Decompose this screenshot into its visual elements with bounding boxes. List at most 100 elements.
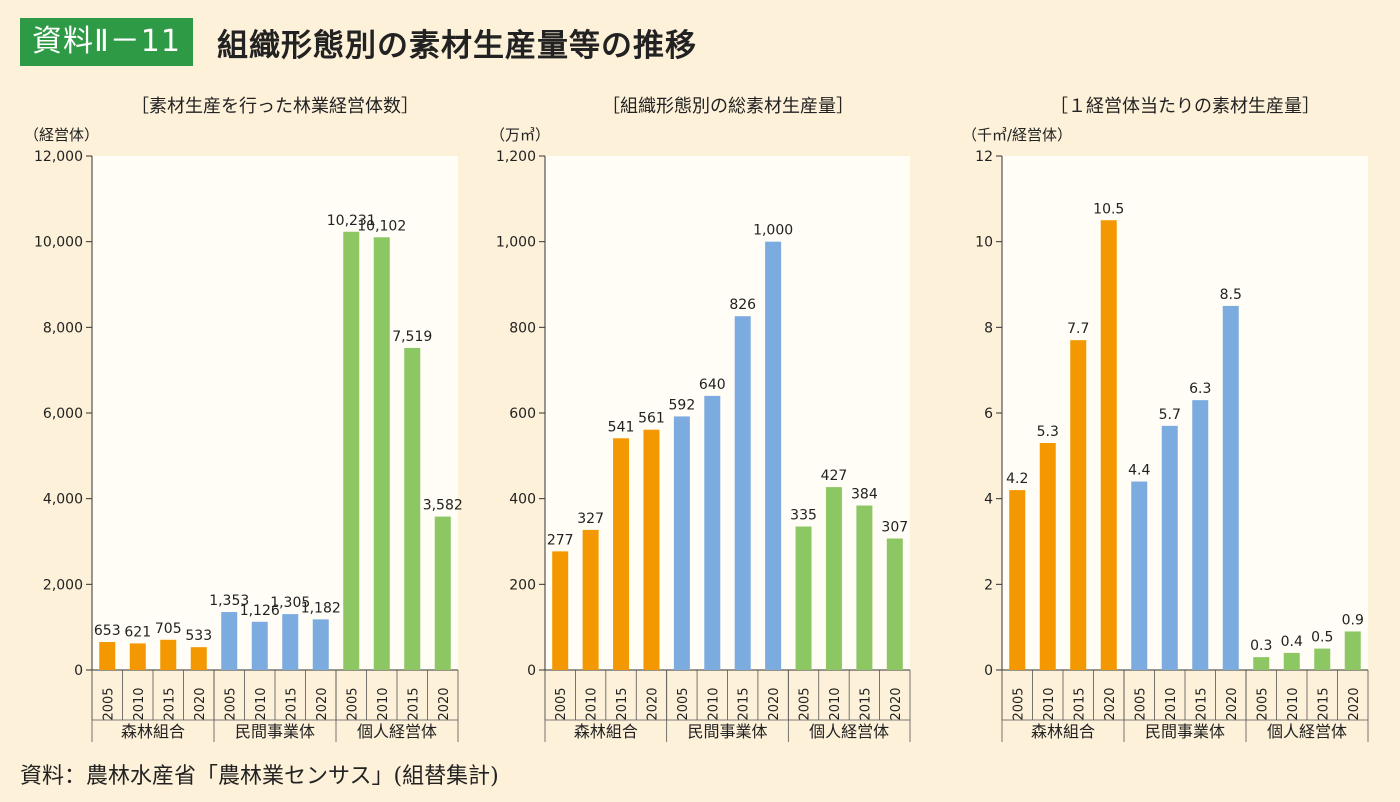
data-label: 5.7 [1159,407,1181,423]
plot-area-2 [545,156,910,670]
bar-民間事業体-2005 [1131,481,1148,670]
data-label: 8.5 [1220,287,1242,303]
bar-森林組合-2005 [99,642,116,670]
x-tick-label-year: 2015 [1194,687,1209,720]
data-label: 327 [577,511,604,527]
bar-森林組合-2020 [190,647,207,670]
bar-民間事業体-2010 [1161,425,1178,670]
source-note: 資料：農林水産省「農林業センサス」(組替集計) [20,764,499,789]
bar-民間事業体-2015 [734,316,751,670]
x-tick-label-year: 2015 [1316,687,1331,720]
bar-民間事業体-2005 [221,612,238,670]
bar-民間事業体-2015 [282,614,299,670]
data-label: 0.5 [1311,630,1333,646]
bar-森林組合-2015 [1070,340,1087,670]
y-tick-label: 8,000 [43,320,83,336]
x-tick-label-year: 2020 [645,687,660,720]
data-label: 705 [155,621,182,637]
x-tick-label-year: 2010 [706,687,721,720]
y-tick-label: 8 [984,320,993,336]
bar-民間事業体-2020 [1222,305,1239,670]
data-label: 592 [669,397,696,413]
bar-森林組合-2005 [1009,490,1026,670]
x-group-label: 民間事業体 [1145,722,1225,741]
bar-個人経営体-2015 [404,347,421,670]
data-label: 653 [94,623,121,639]
x-tick-label-year: 2010 [1286,687,1301,720]
data-label: 5.3 [1037,424,1059,440]
x-tick-label-year: 2020 [437,687,452,720]
y-tick-label: 600 [509,406,536,422]
bar-森林組合-2010 [582,529,599,670]
data-label: 277 [547,532,574,548]
bar-森林組合-2015 [613,438,630,670]
x-tick-label-year: 2010 [132,687,147,720]
data-label: 0.9 [1342,612,1364,628]
chart-title: ［組織形態別の総素材生産量］ [602,96,854,117]
data-label: 3,582 [423,498,463,514]
x-group-label: 森林組合 [121,722,185,741]
y-tick-label: 0 [984,663,993,679]
x-tick-label-year: 2005 [345,687,360,720]
y-tick-label: 4,000 [43,492,83,508]
bar-民間事業体-2020 [765,241,782,670]
data-label: 427 [821,468,848,484]
data-label: 307 [881,520,908,536]
x-tick-label-year: 2020 [315,687,330,720]
bar-個人経営体-2005 [1253,657,1270,670]
bar-個人経営体-2020 [886,538,903,670]
x-tick-label-year: 2010 [1164,687,1179,720]
data-label: 6.3 [1189,381,1211,397]
bar-民間事業体-2005 [673,416,690,670]
y-axis-label: （万㎥） [490,126,550,144]
y-tick-label: 12 [975,149,993,165]
chart-title: ［素材生産を行った林業経営体数］ [131,96,419,117]
x-tick-label-year: 2005 [101,687,116,720]
x-tick-label-year: 2010 [828,687,843,720]
bar-森林組合-2010 [1039,442,1056,670]
x-tick-label-year: 2020 [889,687,904,720]
y-tick-label: 10 [975,235,993,251]
bar-個人経営体-2020 [434,516,451,670]
data-label: 541 [608,419,635,435]
x-tick-label-year: 2005 [798,687,813,720]
x-tick-label-year: 2005 [554,687,569,720]
bar-森林組合-2010 [129,643,146,670]
data-label: 7,519 [392,329,432,345]
bar-個人経営体-2005 [343,231,360,671]
data-label: 561 [638,411,665,427]
data-label: 10,231 [327,213,376,229]
data-label: 4.4 [1128,463,1150,479]
x-tick-label-year: 2020 [767,687,782,720]
x-tick-label-year: 2020 [1225,687,1240,720]
bar-個人経営体-2010 [373,237,390,670]
bar-森林組合-2005 [552,551,569,670]
y-axis-label: （千㎥/経営体） [962,126,1072,144]
x-group-label: 民間事業体 [235,722,315,741]
x-tick-label-year: 2005 [1133,687,1148,720]
y-tick-label: 1,000 [496,235,536,251]
data-label: 384 [851,487,878,503]
bar-森林組合-2020 [1100,220,1117,670]
x-tick-label-year: 2005 [1255,687,1270,720]
y-tick-label: 6 [984,406,993,422]
y-tick-label: 0 [527,663,536,679]
y-tick-label: 200 [509,577,536,593]
data-label: 0.4 [1281,634,1303,650]
bar-森林組合-2020 [643,429,660,670]
x-tick-label-year: 2020 [193,687,208,720]
x-group-label: 森林組合 [574,722,638,741]
data-label: 1,182 [301,600,341,616]
data-label: 621 [124,624,151,640]
y-axis-label: （経営体） [24,126,99,144]
x-tick-label-year: 2015 [615,687,630,720]
data-label: 1,353 [209,593,249,609]
figure-header: 資料Ⅱ－11 組織形態別の素材生産量等の推移 [20,18,697,66]
x-tick-label-year: 2005 [1011,687,1026,720]
chart-title: ［１経営体当たりの素材生産量］ [1050,96,1320,117]
y-tick-label: 1,200 [496,149,536,165]
data-label: 4.2 [1006,471,1028,487]
y-tick-label: 2,000 [43,577,83,593]
data-label: 10.5 [1093,201,1124,217]
